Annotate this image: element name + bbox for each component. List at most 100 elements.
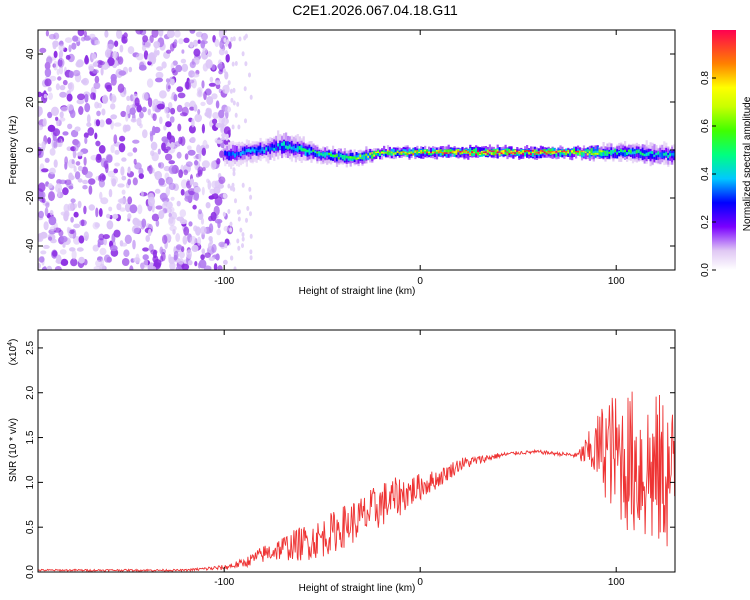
noise-blob <box>188 79 195 84</box>
noise-blob <box>95 140 101 147</box>
noise-blob <box>248 72 251 78</box>
noise-blob <box>48 33 56 40</box>
noise-blob <box>213 263 218 270</box>
ridge-cell <box>251 147 254 152</box>
ridge-cell <box>524 152 527 157</box>
ridge-cell <box>351 157 354 161</box>
noise-blob <box>121 175 127 181</box>
y-tick-label: 2.0 <box>25 385 36 399</box>
ridge-cell <box>396 151 399 156</box>
noise-blob <box>38 106 43 116</box>
noise-blob <box>100 258 104 268</box>
noise-blob <box>214 80 221 86</box>
snr-multiplier-base: (x10 <box>8 345 19 365</box>
ridge-cell <box>437 151 440 157</box>
noise-blob <box>60 106 68 112</box>
noise-blob <box>93 266 102 270</box>
ridge-cell <box>580 151 584 156</box>
ridge-cell <box>232 151 235 156</box>
ridge-cell <box>430 151 433 154</box>
ridge-cell <box>655 152 658 156</box>
ridge-cell <box>498 152 501 156</box>
noise-blob <box>119 44 124 53</box>
ridge-cell <box>414 151 417 153</box>
noise-blob <box>227 183 231 189</box>
noise-blob <box>78 106 84 115</box>
noise-blob <box>189 235 197 245</box>
ridge-cell <box>357 154 360 158</box>
noise-blob <box>176 104 183 113</box>
noise-blob <box>230 36 234 42</box>
ridge-cell <box>543 149 546 153</box>
noise-blob <box>127 178 132 186</box>
ridge-cell <box>292 146 295 150</box>
ridge-cell <box>414 151 417 157</box>
y-tick-label: 0.5 <box>25 520 36 534</box>
noise-blob <box>161 61 167 69</box>
noise-blob <box>63 203 70 213</box>
noise-blob <box>156 66 164 71</box>
noise-blob <box>165 121 172 128</box>
noise-blob <box>197 166 203 175</box>
ridge-cell <box>641 148 644 155</box>
noise-blob <box>84 136 88 145</box>
ridge-cell <box>622 151 625 157</box>
ridge-cell <box>481 152 484 155</box>
ridge-cell <box>383 152 386 154</box>
noise-blob <box>224 88 228 94</box>
noise-blob <box>169 206 175 214</box>
noise-blob <box>59 111 64 119</box>
noise-blob <box>230 97 234 103</box>
noise-blob <box>212 112 220 119</box>
noise-blob <box>170 78 175 86</box>
ridge-cell <box>386 151 390 155</box>
ridge-cell <box>420 151 423 154</box>
noise-blob <box>96 110 101 117</box>
noise-blob <box>56 254 62 264</box>
ridge-cell <box>326 152 329 156</box>
noise-blob <box>191 244 199 252</box>
ridge-cell <box>526 150 529 152</box>
ridge-cell <box>390 148 393 154</box>
ridge-cell <box>286 141 290 149</box>
ridge-cell <box>383 150 386 153</box>
noise-blob <box>180 189 185 196</box>
ridge-cell <box>253 149 256 153</box>
noise-blob <box>225 53 230 63</box>
ridge-cell <box>441 152 444 156</box>
ridge-cell <box>500 150 503 155</box>
noise-blob <box>70 198 76 203</box>
noise-blob <box>88 178 96 185</box>
noise-blob <box>74 144 79 152</box>
ridge-cell <box>584 149 587 153</box>
ridge-cell <box>392 153 395 155</box>
ridge-cell <box>514 149 517 152</box>
noise-blob <box>249 233 253 239</box>
noise-blob <box>99 247 107 256</box>
ridge-cell <box>573 152 576 155</box>
ridge-cell <box>504 150 507 152</box>
noise-blob <box>141 218 147 228</box>
ridge-cell <box>514 152 517 155</box>
noise-blob <box>59 235 68 243</box>
ridge-cell <box>612 150 615 153</box>
ridge-cell <box>396 151 399 153</box>
ridge-cell <box>228 151 231 161</box>
noise-blob <box>214 218 223 224</box>
noise-blob <box>168 216 174 224</box>
noise-blob <box>77 200 82 209</box>
noise-blob <box>222 68 226 74</box>
noise-blob <box>147 53 155 63</box>
noise-blob <box>121 36 128 44</box>
ridge-cell <box>279 143 282 150</box>
ridge-cell <box>522 149 525 153</box>
noise-blob <box>216 228 222 236</box>
noise-blob <box>94 39 100 45</box>
ridge-cell <box>408 152 411 155</box>
noise-blob <box>215 139 223 144</box>
y-tick-label: -20 <box>25 190 36 205</box>
noise-blob <box>118 143 126 153</box>
noise-blob <box>151 152 159 162</box>
ridge-cell <box>582 151 586 156</box>
ridge-cell <box>639 151 642 155</box>
